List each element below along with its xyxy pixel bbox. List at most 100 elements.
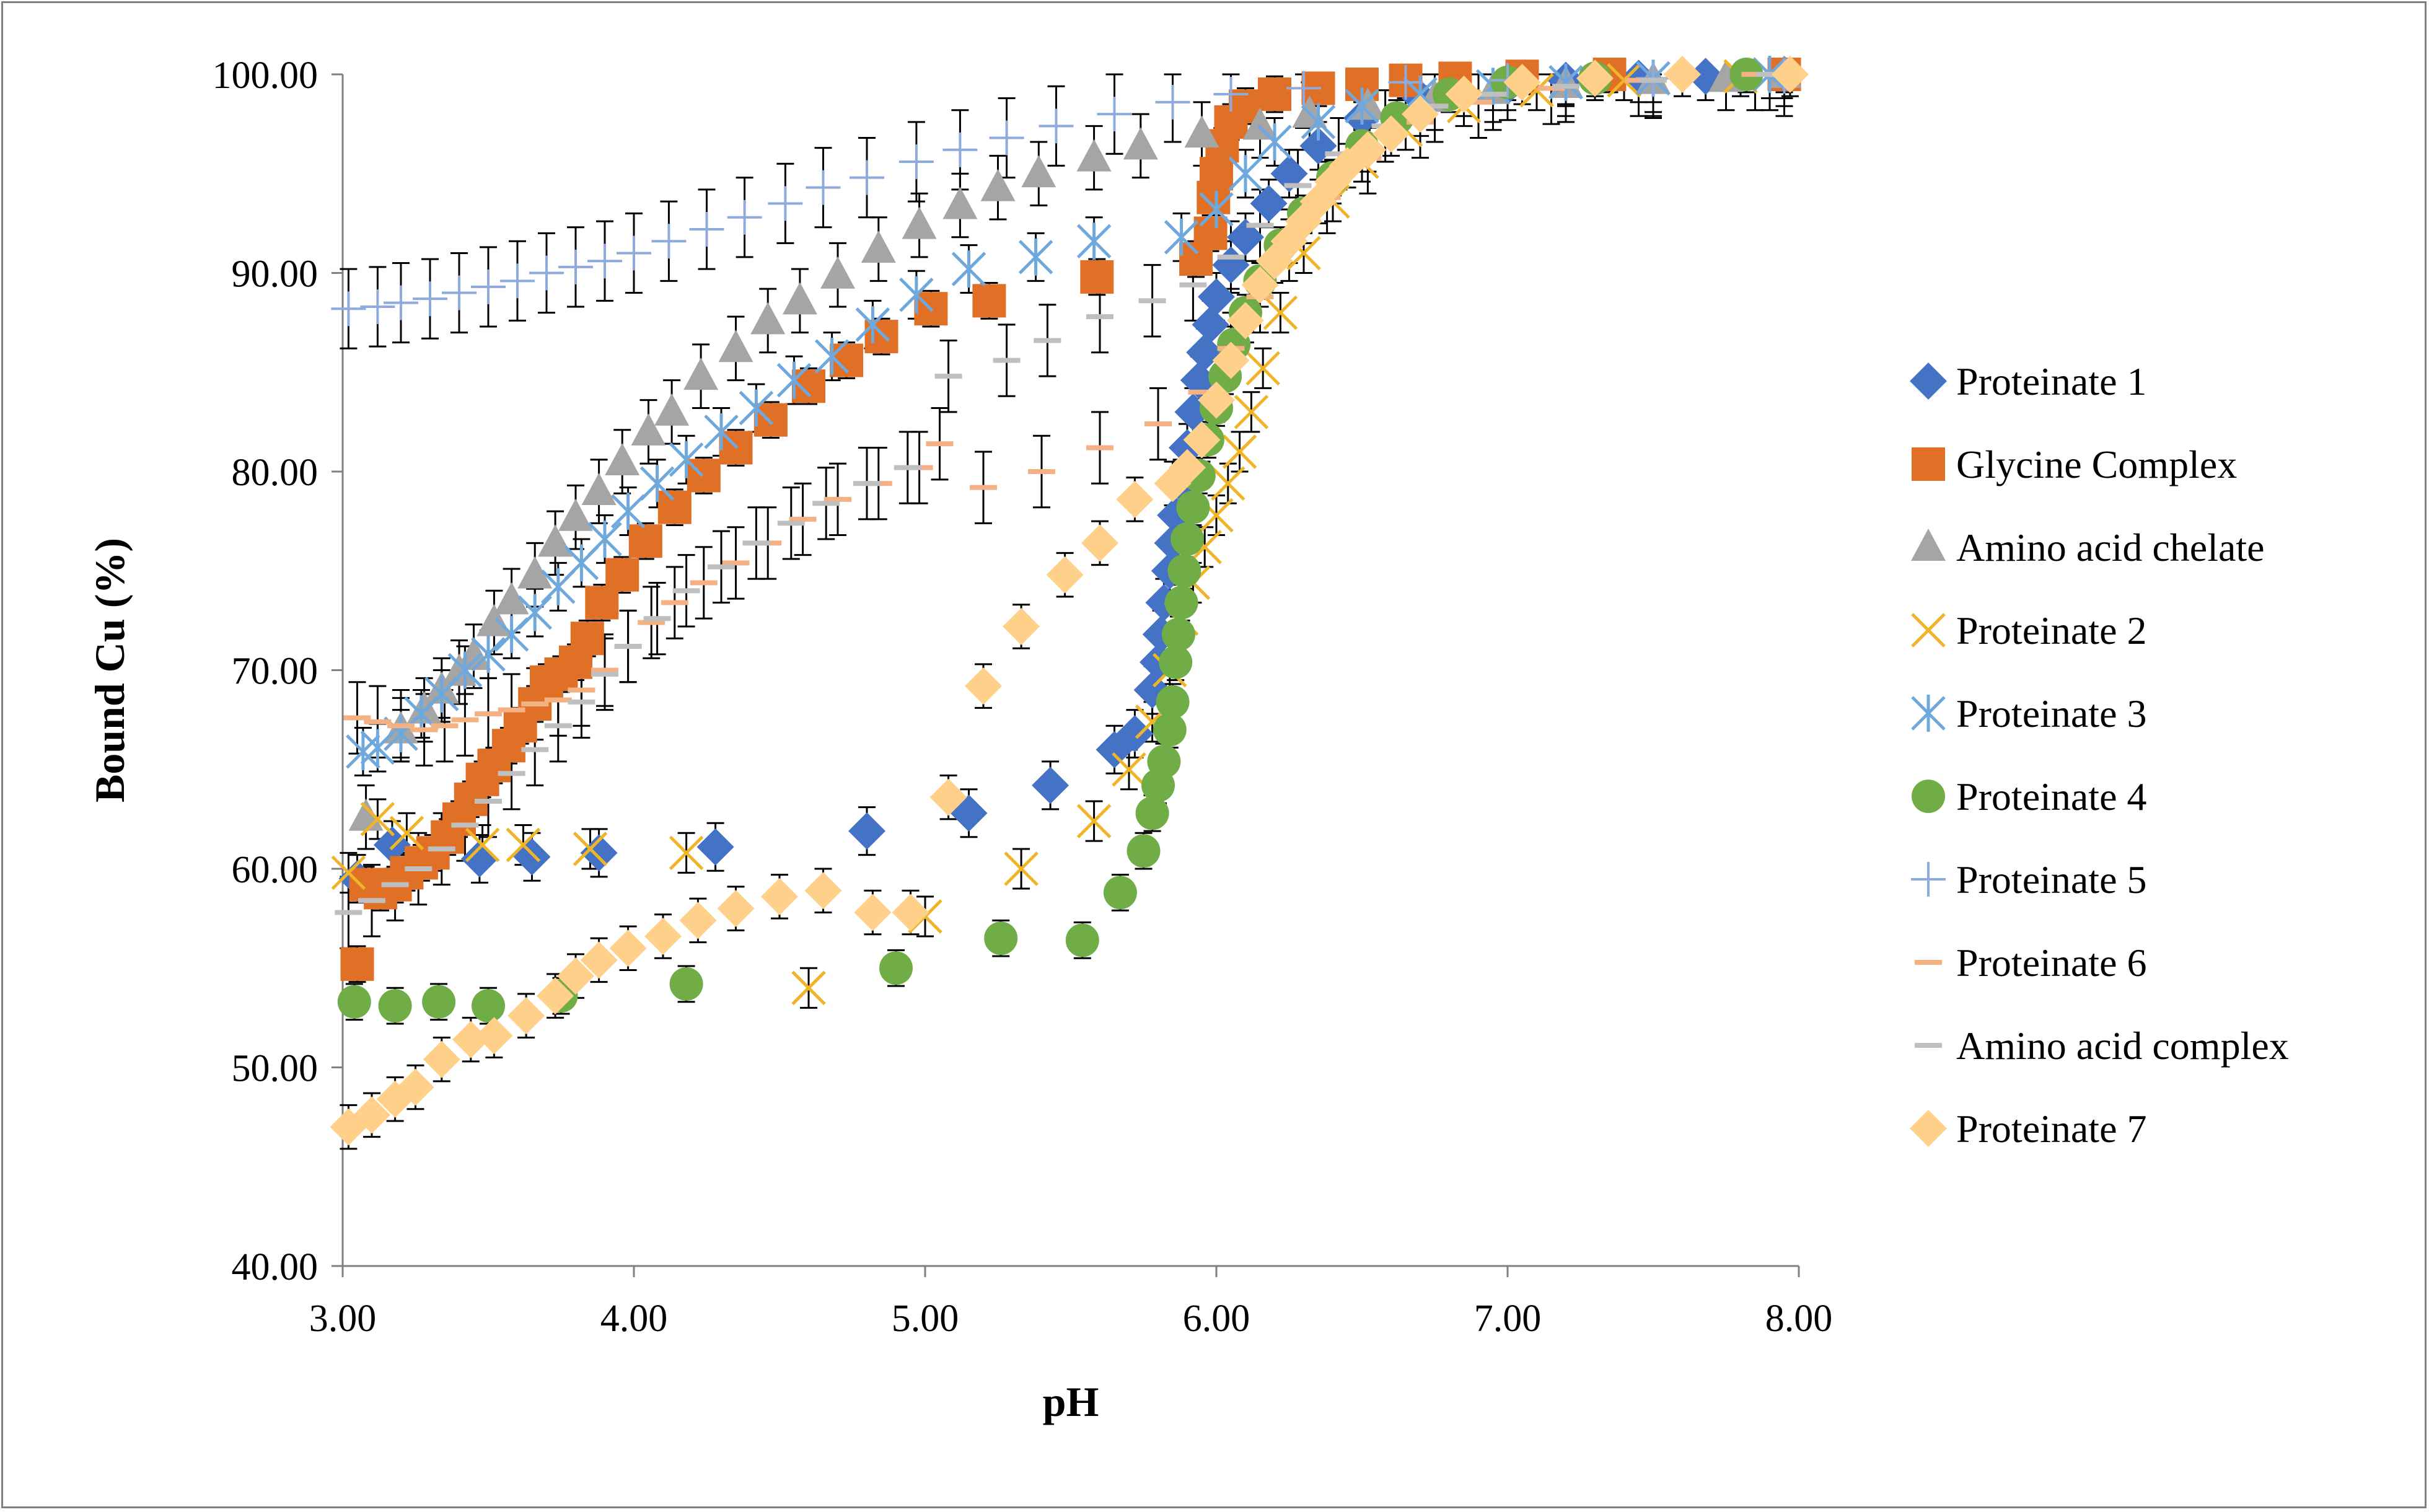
- legend-marker: [1912, 447, 1945, 481]
- data-point: [360, 729, 395, 767]
- data-point: [1169, 449, 1206, 486]
- data-point: [1018, 238, 1053, 276]
- legend-label: Proteinate 6: [1956, 941, 2146, 985]
- x-tick-label: 7.00: [1474, 1298, 1542, 1340]
- data-point: [789, 516, 817, 522]
- data-point: [1004, 851, 1039, 886]
- data-point: [1325, 151, 1353, 157]
- data-point: [451, 822, 479, 828]
- data-point: [1479, 92, 1507, 97]
- data-point: [1138, 298, 1166, 304]
- legend-item-proteinate-4: Proteinate 4: [1912, 775, 2146, 819]
- data-point: [471, 269, 506, 304]
- legend-item-glycine-complex: Glycine Complex: [1912, 442, 2237, 486]
- data-point: [1625, 77, 1653, 83]
- data-point: [373, 826, 411, 864]
- data-point: [631, 413, 666, 446]
- data-point: [1135, 796, 1169, 830]
- legend-item-proteinate-6: Proteinate 6: [1915, 941, 2146, 985]
- data-point: [422, 985, 456, 1019]
- data-point: [1144, 421, 1172, 427]
- data-point: [1021, 155, 1056, 188]
- data-point: [1741, 72, 1769, 77]
- data-point: [1192, 305, 1229, 343]
- data-point: [776, 361, 812, 399]
- data-point: [1245, 351, 1280, 386]
- data-point: [617, 235, 651, 271]
- data-point: [381, 882, 409, 887]
- legend-marker: [1915, 1043, 1942, 1048]
- data-point: [1217, 254, 1245, 260]
- data-point: [1640, 77, 1667, 83]
- data-point: [591, 667, 618, 673]
- data-point: [413, 281, 447, 317]
- data-point: [605, 558, 639, 592]
- data-point: [864, 320, 898, 354]
- legend-item-proteinate-7: Proteinate 7: [1910, 1107, 2146, 1151]
- data-point: [1097, 97, 1132, 132]
- y-tick-label: 60.00: [232, 849, 318, 891]
- data-point: [1301, 103, 1336, 141]
- data-point: [1503, 63, 1541, 101]
- data-point: [942, 132, 978, 167]
- legend-marker: [1910, 363, 1947, 400]
- data-point: [1222, 434, 1257, 469]
- data-point: [614, 644, 642, 649]
- legend-item-proteinate-3: Proteinate 3: [1911, 692, 2146, 736]
- legend-label: Amino acid complex: [1956, 1024, 2289, 1068]
- data-point: [573, 832, 608, 866]
- data-point: [529, 255, 564, 291]
- data-point: [1212, 341, 1250, 379]
- series-proteinate-2: [331, 59, 1758, 1006]
- series-amino-acid-complex: [335, 72, 1783, 915]
- data-point: [378, 989, 412, 1023]
- data-point: [1127, 834, 1161, 868]
- legend-label: Proteinate 7: [1956, 1107, 2146, 1151]
- data-point: [423, 1040, 460, 1078]
- data-point: [1076, 139, 1112, 172]
- data-point: [972, 284, 1006, 318]
- data-point: [1548, 63, 1583, 101]
- data-point: [544, 723, 572, 729]
- data-point: [812, 501, 840, 506]
- data-point: [405, 866, 433, 871]
- data-point: [850, 160, 884, 195]
- data-point: [1076, 222, 1112, 260]
- legend-label: Proteinate 4: [1956, 775, 2146, 819]
- data-point: [1164, 218, 1199, 256]
- data-point: [1284, 183, 1312, 188]
- legend-label: Amino acid chelate: [1956, 525, 2265, 569]
- data-point: [1167, 554, 1201, 588]
- data-point: [1258, 77, 1291, 112]
- data-point: [1116, 480, 1154, 518]
- y-axis-title: Bound Cu (%): [86, 538, 133, 802]
- data-point: [1147, 744, 1181, 778]
- data-point: [609, 930, 647, 967]
- data-point: [521, 701, 549, 706]
- data-point: [1607, 63, 1641, 98]
- legend-item-proteinate-5: Proteinate 5: [1911, 858, 2146, 902]
- data-point: [498, 771, 525, 776]
- legend-item-proteinate-1: Proteinate 1: [1910, 359, 2146, 403]
- data-point: [929, 778, 967, 816]
- data-point: [970, 485, 997, 490]
- data-point: [1179, 282, 1207, 288]
- legend-marker: [1911, 862, 1946, 897]
- data-point: [820, 256, 855, 289]
- data-point: [708, 564, 735, 569]
- x-axis-title: pH: [1043, 1378, 1099, 1425]
- data-point: [1028, 469, 1055, 474]
- legend-label: Proteinate 5: [1956, 858, 2146, 902]
- data-point: [993, 358, 1021, 363]
- data-point: [1184, 115, 1219, 148]
- data-point: [475, 1017, 513, 1055]
- data-point: [431, 723, 459, 729]
- data-point: [1153, 713, 1187, 747]
- data-point: [742, 540, 770, 546]
- data-point: [980, 169, 1016, 201]
- data-point: [638, 620, 665, 625]
- data-point: [643, 616, 671, 622]
- data-point: [331, 855, 366, 890]
- data-point: [1227, 218, 1264, 256]
- series-proteinate-7: [330, 56, 1809, 1146]
